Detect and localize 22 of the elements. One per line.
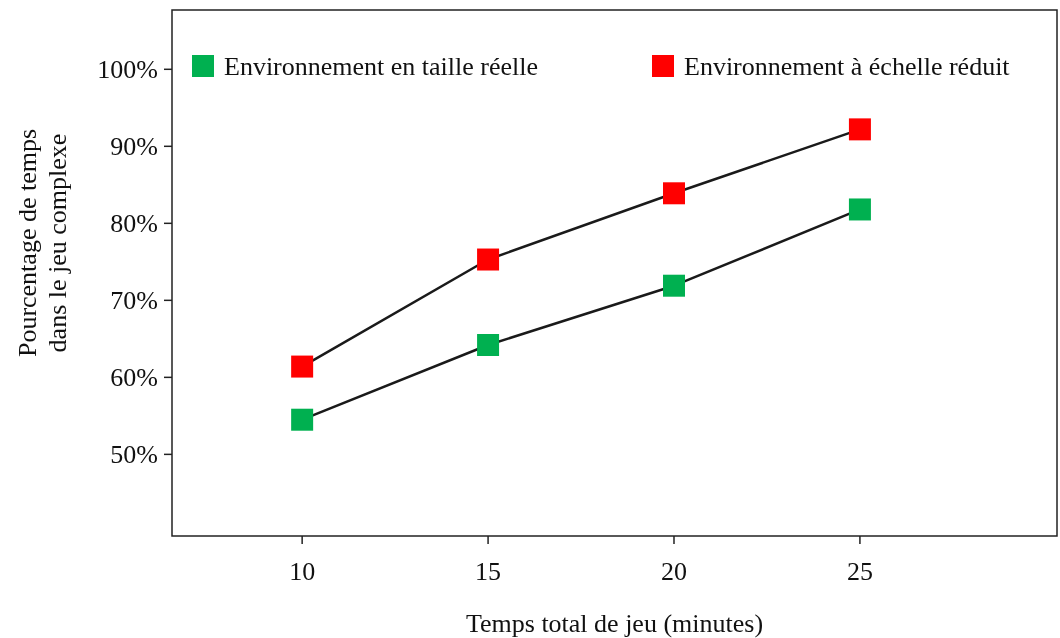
x-axis-title: Temps total de jeu (minutes) bbox=[465, 609, 764, 638]
y-tick-label: 80% bbox=[110, 209, 158, 239]
point bbox=[477, 248, 500, 271]
point bbox=[291, 408, 314, 431]
y-tick-label: 50% bbox=[110, 440, 158, 470]
y-tick-label: 100% bbox=[97, 55, 158, 85]
point bbox=[663, 274, 685, 297]
y-tick-label: 70% bbox=[110, 286, 158, 316]
y-axis-title: Pourcentage de temps dans le jeu complexe bbox=[13, 128, 72, 358]
legend-label: Environnement à échelle réduit bbox=[684, 52, 1011, 82]
point bbox=[477, 334, 500, 357]
y-tick-label: 60% bbox=[110, 363, 158, 393]
point bbox=[848, 118, 871, 141]
point bbox=[848, 198, 871, 221]
y-tick-label: 90% bbox=[110, 132, 158, 162]
x-tick-label: 20 bbox=[661, 557, 687, 586]
point bbox=[291, 355, 314, 378]
x-tick-label: 15 bbox=[475, 557, 502, 586]
x-tick-label: 10 bbox=[289, 557, 316, 586]
x-tick-label: 25 bbox=[846, 557, 873, 586]
legend-label: Environnement en taille réelle bbox=[224, 52, 539, 82]
point bbox=[663, 182, 685, 205]
